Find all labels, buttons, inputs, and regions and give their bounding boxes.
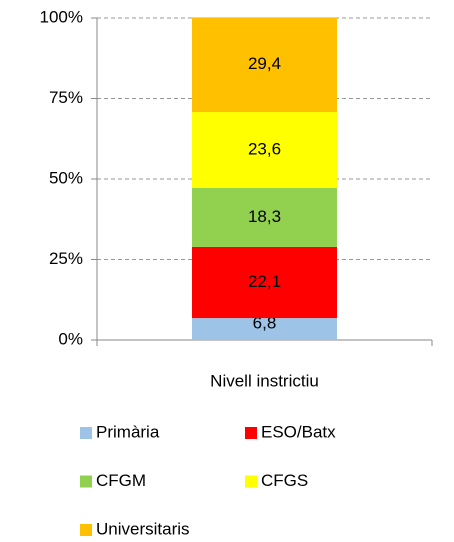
legend-label: CFGM [96,471,146,490]
legend-label: Universitaris [96,519,190,538]
value-label: 29,4 [248,54,281,73]
value-label: 22,1 [248,272,281,291]
legend-swatch [80,475,92,488]
value-label: 6,8 [253,314,277,333]
y-tick-label: 100% [40,7,83,26]
legend-swatch [80,524,92,536]
legend-swatch [245,427,257,439]
bar-segment [192,246,337,319]
legend-label: CFGS [261,471,308,490]
bar-segment [192,318,337,340]
legend-label: Primària [96,422,160,441]
x-tick-label: Nivell instrictiu [210,371,319,390]
bar-segment [192,112,337,189]
y-tick-label: 25% [49,249,83,268]
legend-swatch [245,475,257,488]
value-label: 18,3 [248,207,281,226]
y-tick-label: 50% [49,168,83,187]
legend-swatch [80,427,92,439]
value-label: 23,6 [248,140,281,159]
bar-segment [192,17,337,113]
bar-segment [192,188,337,247]
legend-label: ESO/Batx [261,422,336,441]
y-tick-label: 75% [49,88,83,107]
y-tick-label: 0% [58,329,83,348]
